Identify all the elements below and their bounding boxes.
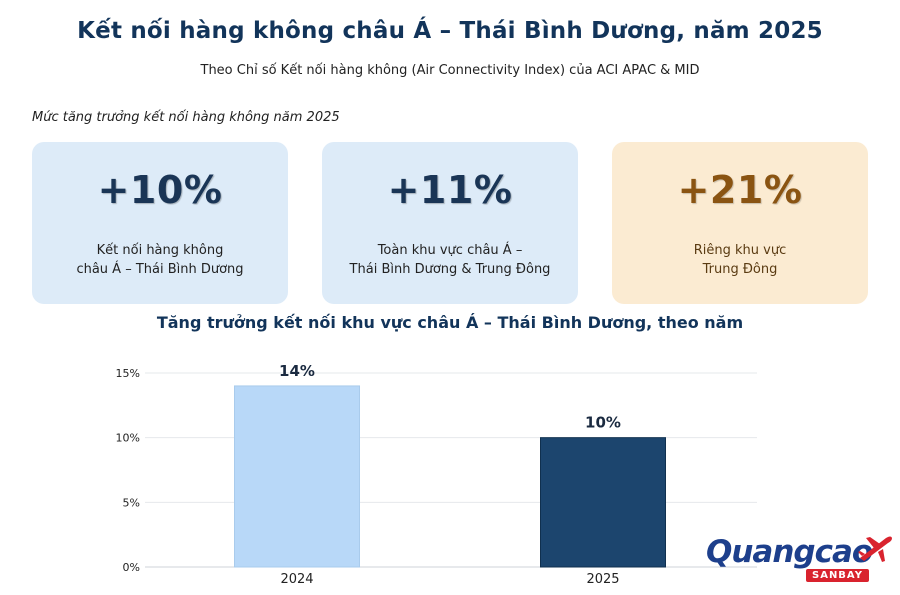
bar xyxy=(234,385,360,568)
bar xyxy=(540,437,666,568)
bar-chart: 0% 5% 10% 15% 14% 2024 10% 2025 xyxy=(116,362,757,587)
chart-title: Tăng trưởng kết nối khu vực châu Á – Thá… xyxy=(156,313,744,332)
y-tick-label: 0% xyxy=(123,561,140,574)
stat-desc-line2: Trung Đông xyxy=(702,262,778,277)
stat-value: +21% xyxy=(677,168,803,212)
stat-card-middle-east: +21% Riêng khu vực Trung Đông xyxy=(612,142,868,304)
logo-wordmark: Quangcao xyxy=(706,534,873,570)
stat-description: Toàn khu vực châu Á – Thái Bình Dương & … xyxy=(332,241,568,279)
y-tick-label: 5% xyxy=(123,496,140,509)
stat-desc-line1: Riêng khu vực xyxy=(693,243,787,258)
stat-card-apac-middle-east: +11% Toàn khu vực châu Á – Thái Bình Dươ… xyxy=(322,142,578,304)
page-subtitle: Theo Chỉ số Kết nối hàng không (Air Conn… xyxy=(200,63,700,78)
airplane-icon xyxy=(858,536,892,562)
x-tick-label: 2024 xyxy=(280,572,313,587)
logo-subtext: SANBAY xyxy=(806,569,869,582)
y-tick-label: 10% xyxy=(116,432,140,445)
highlights-label: Mức tăng trưởng kết nối hàng không năm 2… xyxy=(32,110,340,125)
stat-value: +11% xyxy=(387,168,513,212)
stat-desc-line1: Kết nối hàng không xyxy=(96,243,224,258)
stat-description: Kết nối hàng không châu Á – Thái Bình Dư… xyxy=(42,241,278,279)
stat-desc-line2: Thái Bình Dương & Trung Đông xyxy=(349,262,551,277)
bar-value-label: 14% xyxy=(279,362,315,380)
stat-value: +10% xyxy=(97,168,223,212)
stat-card-asia-pacific: +10% Kết nối hàng không châu Á – Thái Bì… xyxy=(32,142,288,304)
page-title: Kết nối hàng không châu Á – Thái Bình Dư… xyxy=(77,18,823,44)
stat-desc-line2: châu Á – Thái Bình Dương xyxy=(76,262,244,277)
x-tick-label: 2025 xyxy=(586,572,619,587)
bar-value-label: 10% xyxy=(585,414,621,432)
brand-logo: Quangcao SANBAY xyxy=(706,530,896,585)
stat-desc-line1: Toàn khu vực châu Á – xyxy=(377,243,523,258)
stat-description: Riêng khu vực Trung Đông xyxy=(622,241,858,279)
y-tick-label: 15% xyxy=(116,367,140,380)
